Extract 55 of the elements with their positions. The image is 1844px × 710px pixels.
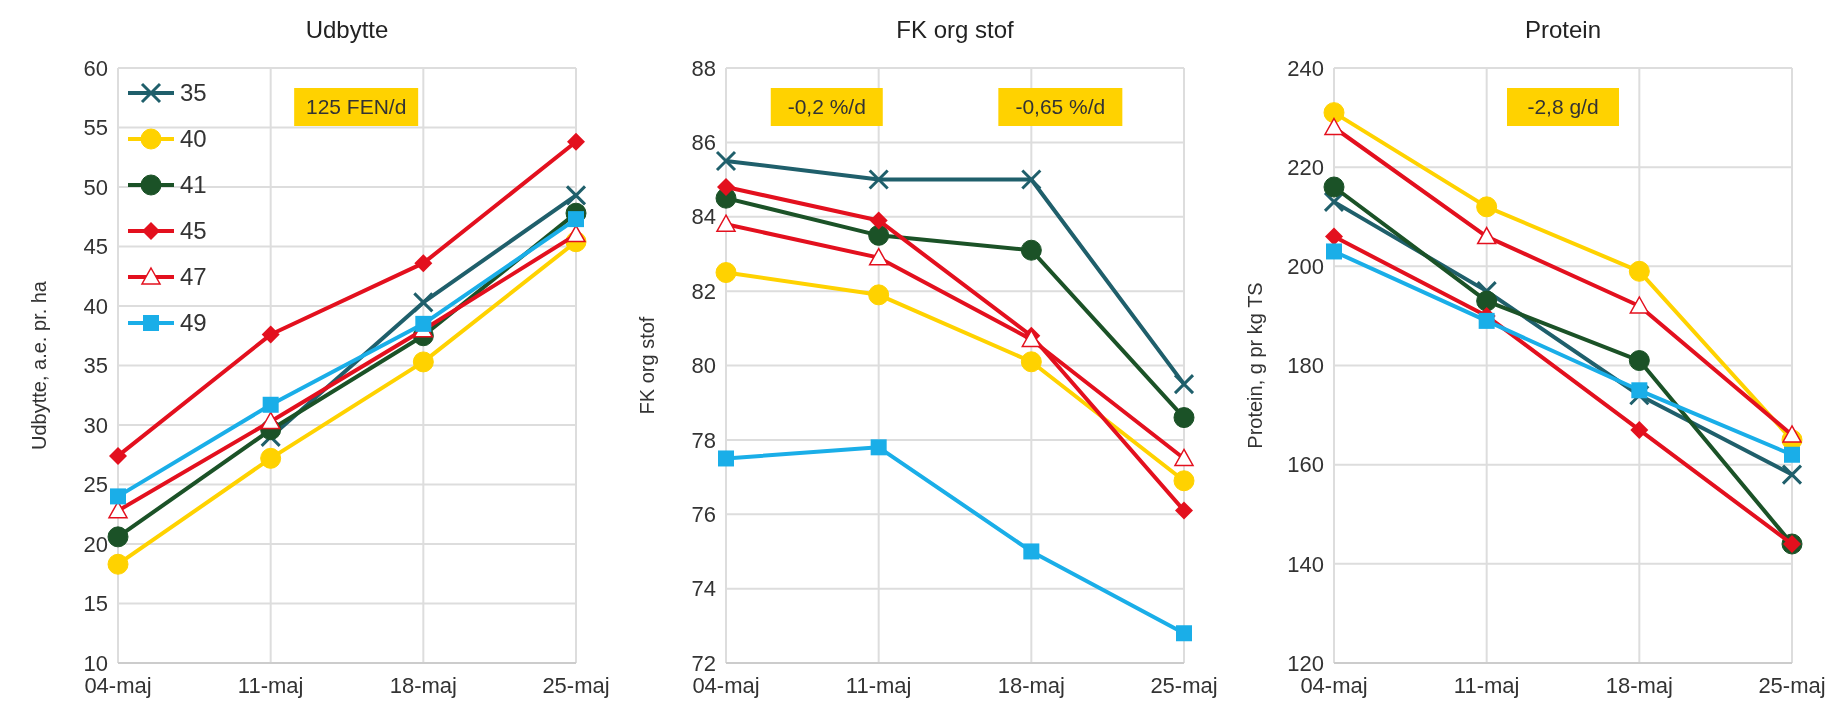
x-tick-label: 18-maj: [389, 673, 457, 698]
y-tick-label: 86: [691, 130, 716, 156]
y-tick-label: 80: [691, 353, 716, 379]
legend-label: 45: [180, 217, 207, 245]
y-tick-label: 45: [83, 234, 108, 260]
y-tick-label: 60: [83, 55, 108, 81]
y-tick-label: 84: [691, 204, 716, 230]
x-tick-label: 04-maj: [692, 673, 760, 698]
y-tick-label: 88: [691, 55, 716, 81]
y-tick-label: 240: [1287, 55, 1324, 81]
y-tick-label: 74: [691, 576, 716, 602]
x-tick-label: 25-maj: [542, 673, 610, 698]
y-axis-title: Protein, g pr kg TS: [1244, 282, 1266, 449]
annotation: -2,8 g/d: [1527, 95, 1599, 119]
y-axis-title: Udbytte, a.e. pr. ha: [28, 280, 50, 450]
y-tick-label: 200: [1287, 254, 1324, 280]
y-tick-label: 25: [83, 472, 108, 498]
y-tick-label: 82: [691, 278, 716, 304]
x-tick-label: 25-maj: [1150, 673, 1218, 698]
legend-label: 35: [180, 79, 207, 107]
x-tick-label: 11-maj: [845, 673, 912, 698]
y-tick-label: 220: [1287, 154, 1324, 180]
legend-label: 40: [180, 125, 207, 153]
annotation: -0,65 %/d: [1015, 95, 1106, 119]
y-tick-label: 180: [1287, 353, 1324, 379]
y-tick-label: 10: [83, 650, 108, 676]
x-tick-label: 04-maj: [84, 673, 152, 698]
x-tick-label: 18-maj: [1605, 673, 1673, 698]
legend-label: 47: [180, 263, 207, 291]
legend-label: 49: [180, 309, 207, 337]
y-axis-title: FK org stof: [636, 316, 658, 415]
y-tick-label: 76: [691, 501, 716, 527]
chart-title: FK org stof: [896, 16, 1015, 43]
y-tick-label: 20: [83, 531, 108, 557]
x-tick-label: 04-maj: [1300, 673, 1368, 698]
y-tick-label: 72: [691, 650, 716, 676]
y-tick-label: 35: [83, 353, 108, 379]
x-tick-label: 18-maj: [997, 673, 1065, 698]
y-tick-label: 40: [83, 293, 108, 319]
legend-label: 41: [180, 171, 207, 199]
y-tick-label: 160: [1287, 452, 1324, 478]
y-tick-label: 78: [691, 427, 716, 453]
x-tick-label: 11-maj: [237, 673, 304, 698]
y-tick-label: 30: [83, 412, 108, 438]
chart-title: Udbytte: [305, 16, 389, 43]
y-tick-label: 50: [83, 174, 108, 200]
annotation: 125 FEN/d: [305, 95, 407, 119]
annotation: -0,2 %/d: [787, 95, 866, 119]
chart-title: Protein: [1524, 16, 1602, 43]
y-tick-label: 55: [83, 115, 108, 141]
x-tick-label: 11-maj: [1453, 673, 1520, 698]
y-tick-label: 15: [83, 591, 108, 617]
x-tick-label: 25-maj: [1758, 673, 1826, 698]
y-tick-label: 120: [1287, 650, 1324, 676]
y-tick-label: 140: [1287, 551, 1324, 577]
